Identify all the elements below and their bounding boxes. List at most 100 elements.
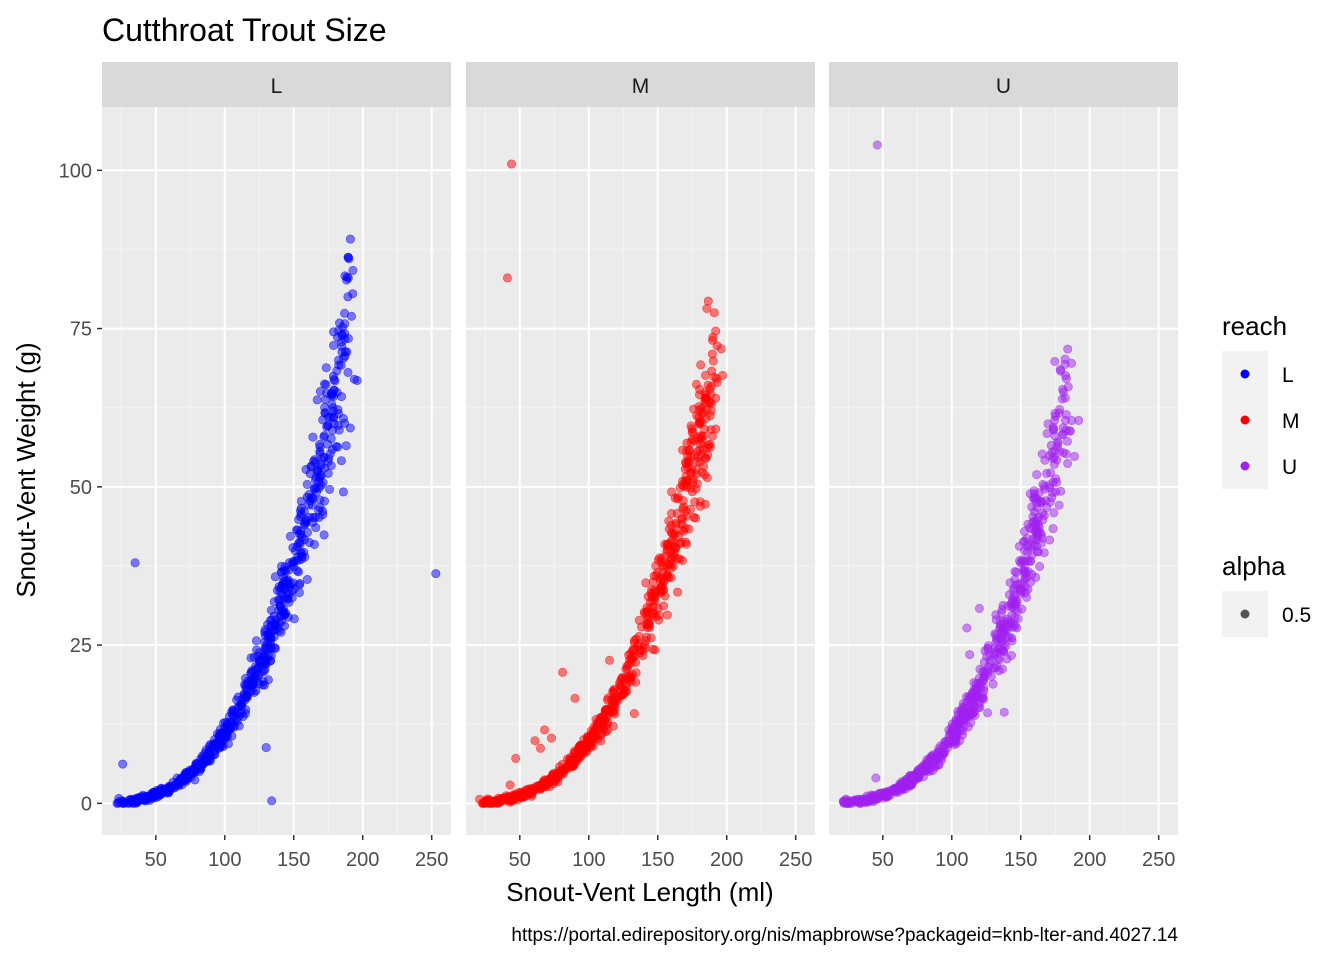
data-point	[638, 651, 648, 661]
panel-background	[102, 107, 451, 835]
data-point	[181, 775, 191, 785]
data-point	[695, 501, 705, 511]
data-point	[680, 523, 690, 533]
data-point	[658, 601, 668, 611]
data-point	[285, 531, 295, 541]
data-point	[896, 783, 906, 793]
data-point	[974, 603, 984, 613]
panel-background	[466, 107, 815, 835]
data-point	[553, 768, 563, 778]
data-point	[1032, 525, 1042, 535]
data-point	[871, 773, 881, 783]
data-point	[949, 731, 959, 741]
data-point	[242, 691, 252, 701]
data-point	[1025, 489, 1035, 499]
data-point	[1020, 573, 1030, 583]
data-point	[1048, 524, 1058, 534]
legend-label: 0.5	[1282, 604, 1311, 627]
data-point	[650, 645, 660, 655]
data-point	[302, 574, 312, 584]
x-tick-label: 250	[779, 849, 812, 871]
data-point	[328, 340, 338, 350]
data-point	[669, 537, 679, 547]
legend-key-symbol	[1240, 609, 1250, 619]
data-point	[502, 273, 512, 283]
data-point	[678, 480, 688, 490]
y-tick-label: 50	[70, 477, 92, 499]
data-point	[340, 347, 350, 357]
data-point	[327, 389, 337, 399]
data-point	[276, 583, 286, 593]
x-tick-label: 200	[346, 849, 379, 871]
data-point	[991, 630, 1001, 640]
data-point	[570, 693, 580, 703]
data-point	[343, 292, 353, 302]
data-point	[352, 375, 362, 385]
data-point	[696, 360, 706, 370]
data-point	[263, 675, 273, 685]
data-point	[275, 601, 285, 611]
data-point	[1035, 561, 1045, 571]
data-point	[711, 326, 721, 336]
data-point	[665, 554, 675, 564]
data-point	[336, 337, 346, 347]
data-point	[706, 425, 716, 435]
data-point	[261, 743, 271, 753]
facet-strip-label: U	[996, 75, 1011, 98]
data-point	[148, 792, 158, 802]
data-point	[1050, 431, 1060, 441]
data-point	[700, 370, 710, 380]
legend-alpha: alpha 0.5	[1222, 551, 1311, 637]
data-point	[311, 457, 321, 467]
data-point	[340, 308, 350, 318]
data-point	[650, 593, 660, 603]
data-point	[118, 798, 128, 808]
facet-panel-u: U	[829, 62, 1178, 835]
data-point	[1046, 468, 1056, 478]
data-point	[977, 676, 987, 686]
panel-background	[829, 107, 1178, 835]
data-point	[1036, 538, 1046, 548]
data-point	[867, 794, 877, 804]
data-point	[118, 759, 128, 769]
data-point	[991, 610, 1001, 620]
data-point	[1010, 598, 1020, 608]
data-point	[872, 140, 882, 150]
data-point	[290, 546, 300, 556]
data-point	[681, 539, 691, 549]
points-m	[475, 159, 728, 808]
x-axis-ticks: 50 100 150 200 250 50 100 150 200 250 50 100 150 200 2…	[145, 835, 1175, 871]
data-point	[270, 572, 280, 582]
legend-key-symbol	[1240, 369, 1250, 379]
data-point	[581, 739, 591, 749]
facet-strip-label: M	[632, 75, 650, 98]
data-point	[252, 636, 262, 646]
data-point	[296, 496, 306, 506]
data-point	[692, 457, 702, 467]
data-point	[314, 483, 324, 493]
data-point	[999, 639, 1009, 649]
x-tick-label: 150	[641, 849, 674, 871]
data-point	[165, 785, 175, 795]
data-point	[703, 296, 713, 306]
data-point	[487, 798, 497, 808]
data-point	[338, 413, 348, 423]
legend-label: U	[1282, 456, 1297, 479]
data-point	[604, 655, 614, 665]
data-point	[205, 749, 215, 759]
data-point	[689, 512, 699, 522]
data-point	[546, 733, 556, 743]
data-point	[130, 558, 140, 568]
data-point	[312, 395, 322, 405]
data-point	[687, 427, 697, 437]
data-point	[685, 504, 695, 514]
data-point	[540, 725, 550, 735]
data-point	[289, 562, 299, 572]
data-point	[312, 467, 322, 477]
data-point	[1074, 415, 1084, 425]
data-point	[1067, 358, 1077, 368]
data-point	[319, 379, 329, 389]
data-point	[597, 714, 607, 724]
